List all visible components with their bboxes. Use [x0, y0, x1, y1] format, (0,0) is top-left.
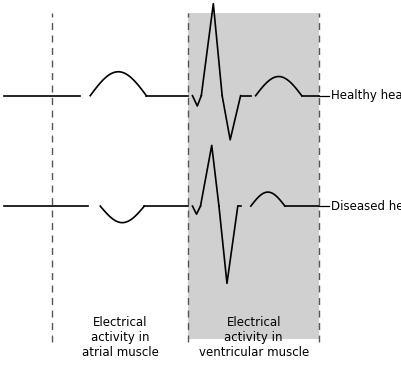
Text: Diseased heart: Diseased heart: [331, 199, 401, 213]
Text: Electrical
activity in
atrial muscle: Electrical activity in atrial muscle: [82, 316, 159, 360]
Bar: [188, 13, 319, 339]
Text: Healthy heart: Healthy heart: [331, 89, 401, 102]
Text: Electrical
activity in
ventricular muscle: Electrical activity in ventricular muscl…: [198, 316, 309, 360]
